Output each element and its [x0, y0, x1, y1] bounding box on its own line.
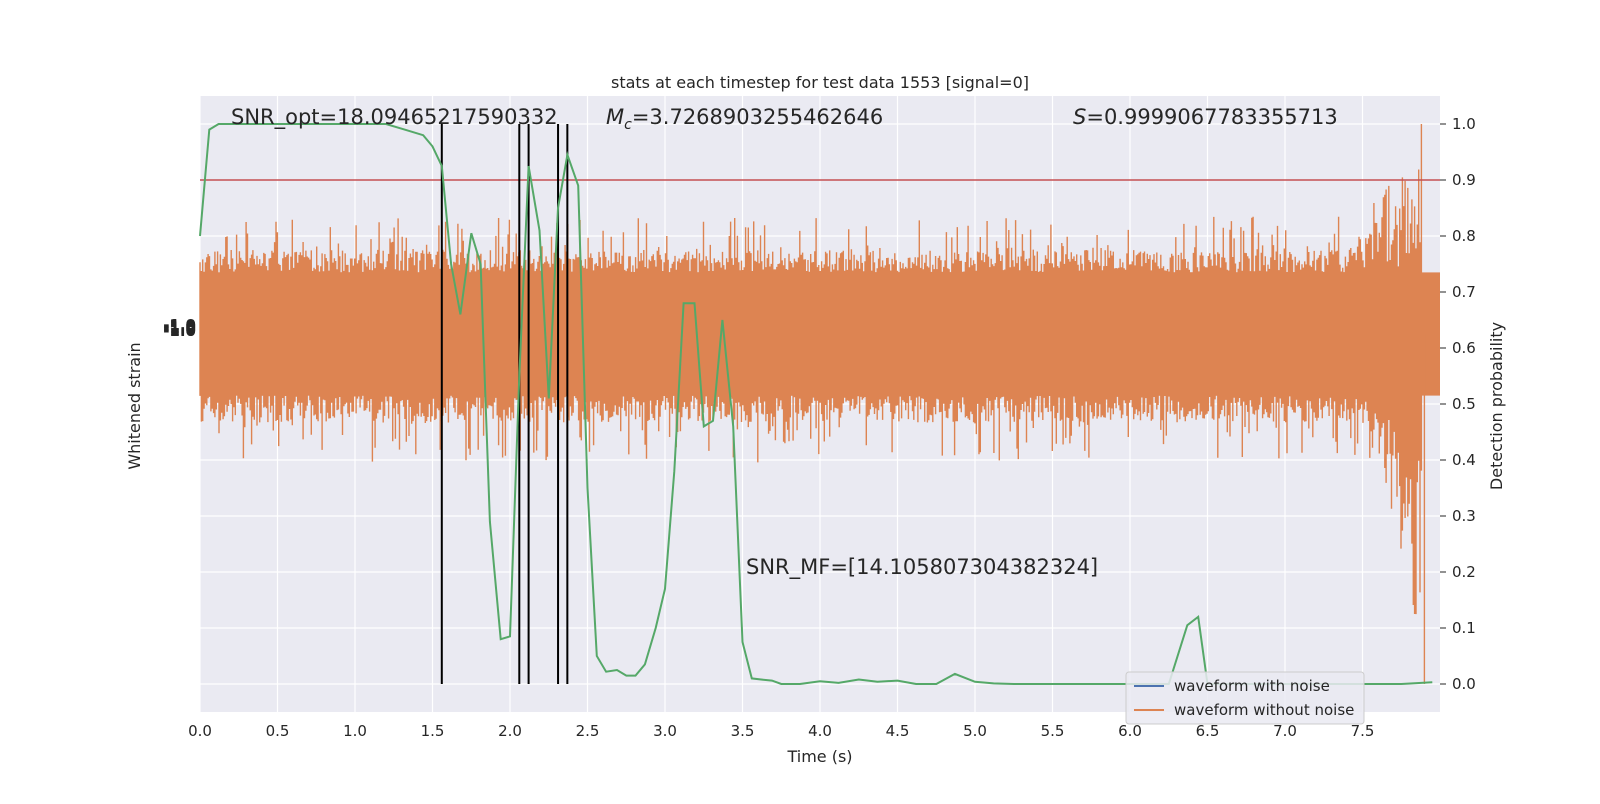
legend-box [1125, 671, 1365, 725]
s-value: =0.9999067783355713 [1086, 105, 1337, 129]
legend-label-with-noise: waveform with noise [1174, 677, 1330, 695]
x-tick-label: 2.5 [576, 722, 600, 740]
x-tick-label: 5.5 [1041, 722, 1065, 740]
x-tick-label: 4.0 [808, 722, 832, 740]
y-left-tick-label: -1.0 [163, 318, 196, 336]
y-right-tick-label: 0.0 [1452, 675, 1476, 693]
y-left-tick-label: -1.0 [163, 316, 196, 334]
snr-opt-annotation: SNR_opt=18.09465217590332 [231, 105, 558, 130]
x-tick-label: 7.5 [1351, 722, 1375, 740]
x-tick-labels: 0.0 0.5 1.0 1.5 2.0 2.5 3.0 3.5 4.0 4.5 5.0 5.5 6.0 6… [188, 722, 1374, 740]
x-tick-label: 0.0 [188, 722, 212, 740]
x-tick-label: 3.5 [731, 722, 755, 740]
snr-mf-annotation: SNR_MF=[14.105807304382324] [746, 555, 1098, 580]
x-tick-label: 6.5 [1196, 722, 1220, 740]
chart-title: stats at each timestep for test data 155… [611, 73, 1029, 92]
s-annotation: S=0.9999067783355713 [1073, 105, 1338, 129]
y-left-tick-label: -1.0 [163, 321, 196, 339]
noise-waveform-layer [199, 124, 1440, 684]
y-right-tick-labels: 0.0 0.1 0.2 0.3 0.4 0.5 0.6 0.7 0.8 0.9 1.0 [1440, 115, 1476, 693]
x-tick-label: 1.5 [421, 722, 445, 740]
y-right-tick-label: 0.6 [1452, 339, 1476, 357]
y-right-tick-label: 0.7 [1452, 283, 1476, 301]
chirp-mass-symbol: M [606, 105, 624, 129]
y-left-tick-label: -1.0 [163, 322, 196, 340]
x-tick-label: 5.0 [963, 722, 987, 740]
x-tick-label: 0.5 [266, 722, 290, 740]
x-tick-label: 3.0 [653, 722, 677, 740]
y-right-tick-label: 0.1 [1452, 619, 1476, 637]
chirp-mass-value: =3.7268903255462646 [632, 105, 883, 129]
x-tick-label: 6.0 [1118, 722, 1142, 740]
y-left-tick-labels: -1.0-1.0-1.0-1.0-1.0 [163, 316, 196, 340]
y-right-tick-label: 0.3 [1452, 507, 1476, 525]
y-right-tick-label: 0.2 [1452, 563, 1476, 581]
y-right-tick-label: 0.5 [1452, 395, 1476, 413]
y-left-axis-label: Whitened strain [125, 342, 144, 469]
x-axis-label: Time (s) [786, 747, 852, 766]
x-tick-label: 2.0 [498, 722, 522, 740]
y-right-tick-label: 0.9 [1452, 171, 1476, 189]
noise-spikes [199, 124, 1426, 684]
x-tick-label: 7.0 [1273, 722, 1297, 740]
chirp-mass-annotation: Mc=3.7268903255462646 [606, 105, 883, 133]
y-right-tick-label: 0.8 [1452, 227, 1476, 245]
x-tick-label: 1.0 [343, 722, 367, 740]
y-right-axis-label: Detection probability [1487, 322, 1506, 490]
x-tick-label: 4.5 [886, 722, 910, 740]
detection-probability-line [199, 123, 1433, 685]
y-left-tick-label: -1.0 [163, 319, 196, 337]
legend: waveform with noise waveform without noi… [1125, 671, 1365, 725]
y-right-tick-label: 1.0 [1452, 115, 1476, 133]
y-right-tick-label: 0.4 [1452, 451, 1476, 469]
legend-label-without-noise: waveform without noise [1174, 701, 1354, 719]
s-symbol: S [1073, 105, 1086, 129]
chirp-mass-subscript: c [624, 117, 632, 133]
